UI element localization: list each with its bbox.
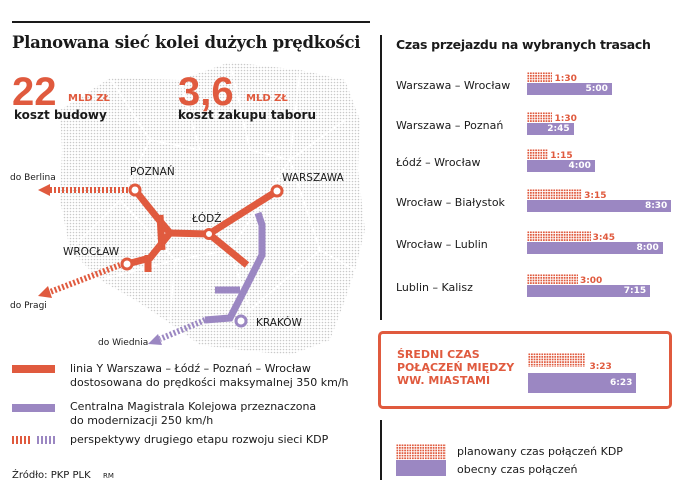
- cost-rolling-unit: MLD ZŁ: [246, 93, 288, 104]
- legend-text: linia Y Warszawa – Łódź – Poznań – Wrocł…: [70, 362, 311, 375]
- legend-text: dostosowana do prędkości maksymalnej 350…: [70, 376, 349, 389]
- planned-label: 3:00: [579, 276, 603, 286]
- current-label: 7:15: [623, 286, 647, 296]
- current-bar: 5:00: [527, 83, 612, 95]
- legend-cmk: Centralna Magistrala Kolejowa przeznaczo…: [70, 400, 316, 428]
- direction-praga: do Pragi: [10, 301, 47, 311]
- planned-bar: [527, 112, 553, 122]
- city-warszawa: WARSZAWA: [282, 172, 345, 184]
- planned-label: 3:15: [584, 191, 607, 201]
- route-label: Lublin – Kalisz: [396, 281, 473, 294]
- route-label: Wrocław – Białystok: [396, 196, 505, 209]
- current-label: 8:30: [644, 201, 668, 211]
- average-box: ŚREDNI CZAS POŁĄCZEŃ MIĘDZY WW. MIASTAMI: [378, 331, 672, 409]
- cmk-line: [204, 211, 266, 324]
- cost-rolling-value: 3,6: [178, 70, 234, 114]
- average-title: ŚREDNI CZAS POŁĄCZEŃ MIĘDZY WW. MIASTAMI: [397, 348, 515, 387]
- legend-planned: planowany czas połączeń KDP: [457, 445, 623, 458]
- page-title: Planowana sieć kolei dużych prędkości: [12, 33, 361, 52]
- average-current-bar: 6:23: [528, 373, 637, 393]
- cost-build-value: 22: [12, 70, 57, 114]
- legend-current: obecny czas połączeń: [457, 463, 578, 476]
- route-label: Łódź – Wrocław: [396, 156, 481, 169]
- planned-label: 1:15: [550, 151, 573, 161]
- current-bar: 7:15: [527, 285, 651, 297]
- map: POZNAŃ WARSZAWA ŁÓDŹ WROCŁAW KRAKÓW do B…: [10, 61, 365, 355]
- legend-swatch-cmk: [12, 404, 55, 412]
- planned-label: 1:30: [554, 114, 577, 124]
- route-label: Warszawa – Poznań: [396, 119, 504, 132]
- planned-bar: [527, 72, 553, 82]
- legend-swatch-y-line: [12, 365, 55, 373]
- current-label: 8:00: [636, 243, 659, 253]
- route-label: Warszawa – Wrocław: [396, 79, 511, 92]
- cost-build-label: koszt budowy: [14, 108, 107, 122]
- city-poznan: POZNAŃ: [130, 165, 175, 178]
- current-label: 4:00: [568, 161, 591, 171]
- poland-shape: [60, 62, 365, 355]
- current-bar: 8:00: [527, 242, 663, 254]
- source: Źródło: PKP PLK: [12, 470, 91, 481]
- column-divider: [380, 35, 382, 320]
- average-planned-bar: [528, 353, 586, 367]
- author: RM: [103, 472, 114, 480]
- direction-berlin: do Berlina: [10, 173, 56, 183]
- cost-build-unit: MLD ZŁ: [68, 93, 110, 104]
- legend-swatch-current: [396, 460, 446, 476]
- route-label: Wrocław – Lublin: [396, 238, 488, 251]
- legend-text: Centralna Magistrala Kolejowa przeznaczo…: [70, 400, 317, 413]
- legend-text: do modernizacji 250 km/h: [70, 414, 214, 427]
- average-current-label: 6:23: [609, 378, 633, 388]
- planned-bar: [527, 189, 583, 199]
- current-label: 5:00: [585, 84, 608, 94]
- planned-bar: [527, 149, 549, 159]
- planned-bar: [527, 231, 591, 241]
- direction-wieden: do Wiednia: [98, 338, 148, 348]
- top-rule-left: [12, 21, 370, 23]
- chart-title: Czas przejazdu na wybranych trasach: [396, 37, 651, 52]
- legend-swatch-dashed: [12, 436, 55, 444]
- current-bar: 2:45: [527, 123, 574, 135]
- planned-bar: [527, 274, 578, 284]
- city-krakow: KRAKÓW: [256, 316, 303, 329]
- city-lodz: ŁÓDŹ: [191, 212, 221, 225]
- legend-y-line: linia Y Warszawa – Łódź – Poznań – Wrocł…: [70, 362, 349, 390]
- current-bar: 8:30: [527, 200, 672, 212]
- dashed-extensions: [38, 184, 207, 345]
- cost-rolling-label: koszt zakupu taboru: [178, 108, 316, 122]
- planned-label: 1:30: [554, 74, 577, 84]
- city-wroclaw: WROCŁAW: [63, 246, 120, 258]
- legend-swatch-planned: [396, 444, 446, 460]
- legend-dashed: perspektywy drugiego etapu rozwoju sieci…: [70, 433, 329, 446]
- average-planned-label: 3:23: [589, 362, 612, 372]
- planned-label: 3:45: [592, 233, 616, 243]
- column-divider-lower: [380, 420, 382, 480]
- current-label: 2:45: [547, 124, 570, 134]
- y-line: [126, 187, 279, 272]
- current-bar: 4:00: [527, 160, 595, 172]
